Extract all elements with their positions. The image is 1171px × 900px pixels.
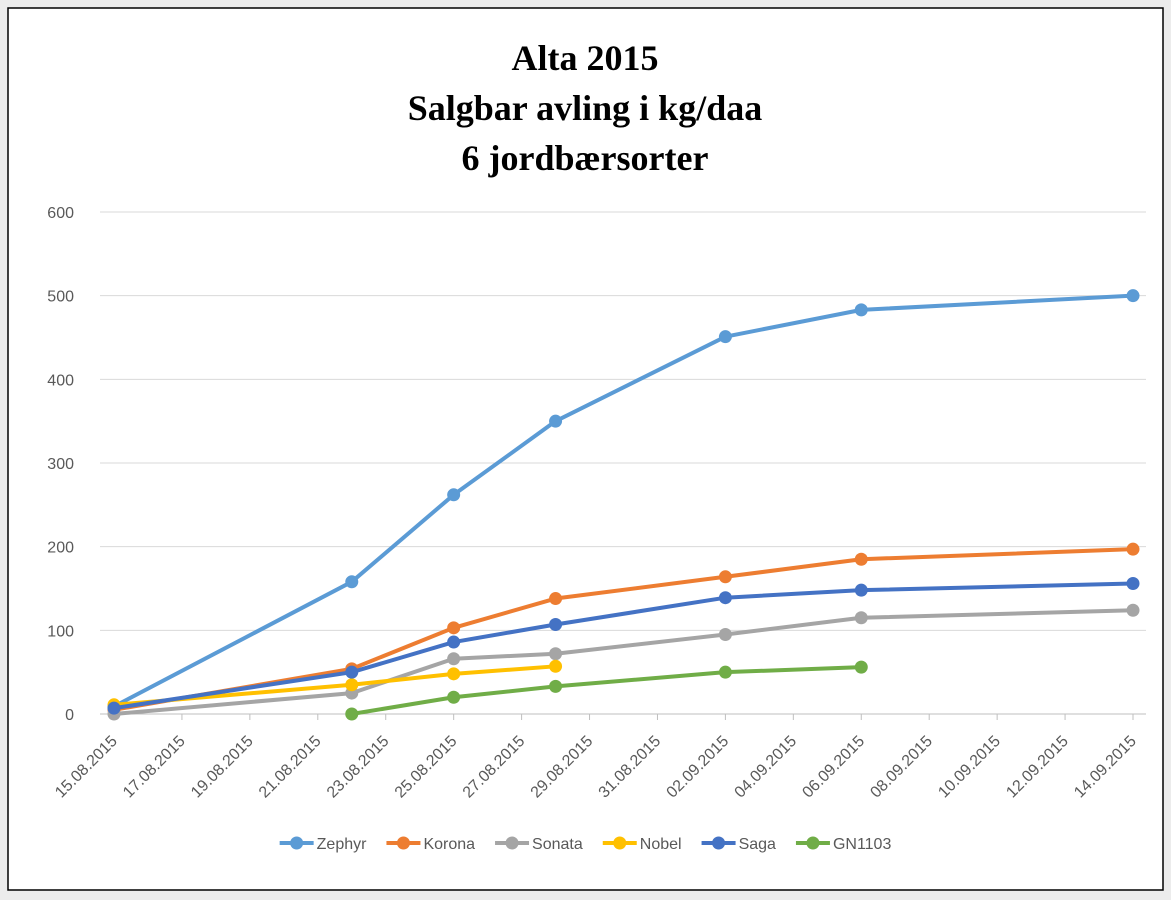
- y-tick-label: 600: [47, 205, 74, 222]
- data-point: [447, 690, 461, 704]
- data-point: [447, 488, 461, 502]
- data-point: [447, 635, 461, 649]
- data-point: [854, 303, 868, 317]
- data-point: [345, 707, 359, 721]
- y-tick-label: 200: [47, 540, 74, 557]
- y-tick-label: 100: [47, 623, 74, 640]
- legend-label: Sonata: [532, 836, 583, 853]
- data-point: [718, 591, 732, 605]
- data-point: [718, 330, 732, 344]
- data-point: [549, 679, 563, 693]
- legend-marker: [712, 836, 726, 850]
- legend-label: Nobel: [640, 836, 682, 853]
- y-tick-label: 500: [47, 289, 74, 306]
- data-point: [107, 701, 121, 715]
- series-line: [113, 664, 556, 707]
- legend-marker: [613, 836, 627, 850]
- data-point: [854, 583, 868, 597]
- data-point: [854, 660, 868, 674]
- data-point: [718, 570, 732, 584]
- data-point: [549, 414, 563, 428]
- data-point: [718, 665, 732, 679]
- y-tick-label: 300: [47, 456, 74, 473]
- data-point: [447, 621, 461, 635]
- data-point: [345, 575, 359, 589]
- data-point: [1126, 603, 1140, 617]
- legend-label: Saga: [739, 836, 776, 853]
- data-point: [549, 659, 563, 673]
- data-point: [447, 667, 461, 681]
- data-point: [345, 665, 359, 679]
- legend: Zephyr Korona Sonata Nobel Saga GN1103: [279, 836, 892, 853]
- legend-marker: [396, 836, 410, 850]
- data-point: [1126, 289, 1140, 303]
- data-point: [854, 552, 868, 566]
- legend-label: GN1103: [833, 836, 892, 853]
- legend-marker: [505, 836, 519, 850]
- legend-label: Zephyr: [317, 836, 367, 853]
- chart-area: [7, 7, 1164, 891]
- data-point: [345, 678, 359, 692]
- data-point: [718, 628, 732, 642]
- chart-title: Alta 2015: [512, 38, 659, 78]
- chart-title: Salgbar avling i kg/daa: [408, 88, 762, 128]
- data-point: [549, 647, 563, 661]
- data-point: [447, 652, 461, 666]
- data-point: [1126, 542, 1140, 556]
- data-point: [854, 611, 868, 625]
- data-point: [549, 592, 563, 606]
- y-tick-label: 400: [47, 372, 74, 389]
- legend-label: Korona: [423, 836, 475, 853]
- y-tick-label: 0: [65, 707, 74, 724]
- chart-title: 6 jordbærsorter: [462, 138, 709, 178]
- data-point: [1126, 576, 1140, 590]
- legend-marker: [290, 836, 304, 850]
- data-point: [549, 617, 563, 631]
- legend-marker: [806, 836, 820, 850]
